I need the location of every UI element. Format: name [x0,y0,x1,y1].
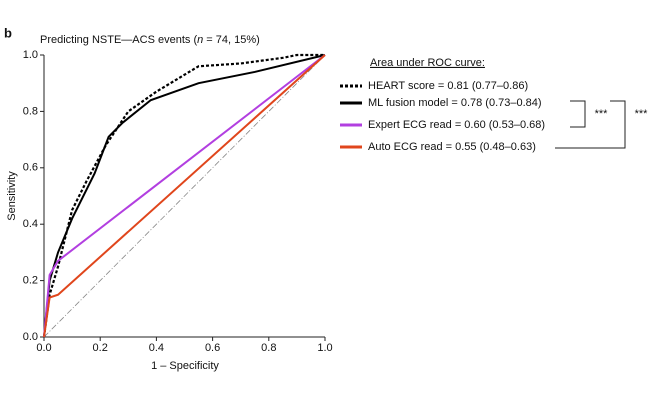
legend-label: HEART score = 0.81 (0.77–0.86) [368,80,528,92]
y-tick-label: 0.6 [23,162,38,174]
x-tick-label: 0.0 [36,342,51,354]
y-tick-label: 0.0 [23,331,38,343]
y-tick-label: 0.2 [23,275,38,287]
y-tick-label: 0.4 [23,218,38,230]
y-axis-label: Sensitivity [6,171,18,221]
roc-curve [43,54,326,338]
significance-label: *** [595,108,609,120]
reference-diagonal [43,54,326,338]
roc-curve [42,53,325,338]
x-axis-label: 1 – Specificity [151,360,219,372]
x-tick-label: 0.2 [93,342,108,354]
legend-label: Expert ECG read = 0.60 (0.53–0.68) [368,119,545,131]
roc-curve [43,54,326,338]
legend-label: Auto ECG read = 0.55 (0.48–0.63) [368,141,536,153]
significance-bracket [555,100,626,149]
chart-title: Predicting NSTE—ACS events (n = 74, 15%) [40,34,260,46]
legend-label: ML fusion model = 0.78 (0.73–0.84) [368,97,542,109]
significance-label: *** [635,108,649,120]
title-part: Predicting NSTE—ACS events ( [40,34,197,46]
x-tick-label: 0.4 [149,342,164,354]
x-tick-label: 1.0 [317,342,332,354]
significance-bracket [570,100,586,128]
title-part: = 74, 15%) [203,34,260,46]
legend-title: Area under ROC curve: [370,57,485,69]
roc-curve [43,54,326,338]
title-part: n [197,34,203,46]
panel-label: b [4,25,12,40]
x-tick-label: 0.6 [205,342,220,354]
y-tick-label: 0.8 [23,105,38,117]
x-tick-label: 0.8 [261,342,276,354]
y-tick-label: 1.0 [23,49,38,61]
